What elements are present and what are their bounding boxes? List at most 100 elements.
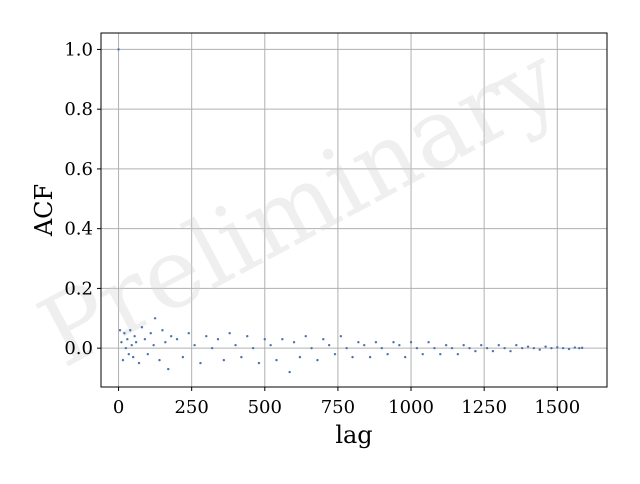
x-tick-label: 0 (113, 397, 124, 418)
data-point (333, 352, 337, 356)
data-point (357, 340, 360, 344)
y-tick-label: 0.4 (64, 219, 93, 240)
data-point (580, 346, 584, 350)
data-point (567, 347, 571, 351)
data-point (327, 343, 331, 347)
x-tick-label: 250 (174, 397, 208, 418)
data-point (485, 346, 489, 350)
data-point (573, 346, 577, 349)
data-point (520, 346, 524, 350)
x-tick-label: 750 (321, 397, 355, 418)
data-point (480, 343, 483, 347)
data-point (118, 329, 122, 332)
data-point (146, 352, 149, 356)
data-point (509, 349, 512, 353)
data-point (126, 338, 129, 341)
data-point (515, 343, 518, 347)
data-point (292, 340, 296, 344)
data-point (544, 345, 547, 348)
data-point (322, 338, 325, 341)
data-point (181, 355, 185, 359)
data-point (550, 346, 553, 350)
data-point (304, 335, 307, 338)
data-point (210, 346, 214, 350)
data-point (164, 340, 167, 344)
data-point (117, 48, 120, 51)
x-axis-label: lag (335, 421, 372, 449)
data-point (339, 335, 343, 338)
data-point (374, 340, 378, 344)
tick-layer: 0 250 500 750 1000 1250 1500 0.0 0.2 0.4 0.6 0.8 1.0 (64, 39, 580, 418)
data-point (193, 343, 196, 347)
data-point (310, 346, 313, 350)
data-point (127, 352, 130, 356)
data-point (368, 355, 372, 359)
data-point (298, 355, 302, 359)
data-point (363, 343, 366, 347)
y-tick-label: 1.0 (64, 39, 93, 60)
plot-frame (100, 32, 608, 388)
data-point (234, 343, 237, 347)
watermark-text: Preliminary (22, 23, 578, 389)
data-point (386, 352, 389, 356)
data-point (269, 343, 272, 347)
data-point (131, 355, 135, 359)
data-point (205, 335, 208, 338)
data-point (161, 329, 164, 332)
data-point (124, 346, 128, 350)
data-point (123, 332, 126, 335)
data-point (421, 352, 424, 356)
data-point (175, 338, 179, 341)
data-point (556, 346, 559, 349)
x-tick-label: 1250 (461, 397, 507, 418)
data-point (462, 343, 465, 347)
data-point (398, 343, 401, 347)
data-point (351, 355, 354, 359)
data-point (263, 338, 266, 341)
x-tick-label: 1500 (534, 397, 580, 418)
data-point (133, 335, 136, 338)
data-point (538, 348, 541, 351)
y-tick-label: 0.2 (64, 278, 93, 299)
data-point (158, 358, 161, 362)
data-point (433, 346, 436, 350)
data-point (199, 361, 202, 365)
data-point (409, 340, 413, 344)
data-point (427, 340, 430, 344)
data-point (578, 346, 581, 350)
data-point (167, 367, 170, 371)
data-point (140, 326, 144, 329)
data-point (153, 317, 157, 320)
data-point (444, 343, 448, 347)
data-point (130, 343, 133, 347)
y-tick-label: 0.0 (64, 338, 93, 359)
data-point (288, 370, 291, 374)
data-point (251, 346, 255, 350)
data-point (281, 338, 284, 341)
data-point (246, 335, 249, 338)
data-point (380, 346, 383, 350)
data-point (503, 346, 506, 350)
data-point (468, 346, 471, 350)
data-point (439, 352, 442, 356)
data-point (491, 349, 495, 353)
data-point (275, 358, 278, 362)
data-point (474, 349, 477, 353)
data-point (532, 346, 536, 350)
data-point (403, 355, 407, 359)
data-point (169, 335, 173, 338)
data-point (137, 361, 141, 365)
data-point (222, 358, 226, 362)
x-tick-label: 1000 (388, 397, 434, 418)
data-point (257, 361, 261, 365)
watermark-layer: Preliminary (22, 23, 578, 389)
data-point (216, 338, 220, 341)
data-point (149, 332, 152, 335)
data-point (526, 345, 530, 348)
grid-layer (101, 33, 607, 387)
data-point (120, 340, 123, 344)
y-tick-label: 0.8 (64, 99, 93, 120)
data-point (143, 338, 147, 341)
